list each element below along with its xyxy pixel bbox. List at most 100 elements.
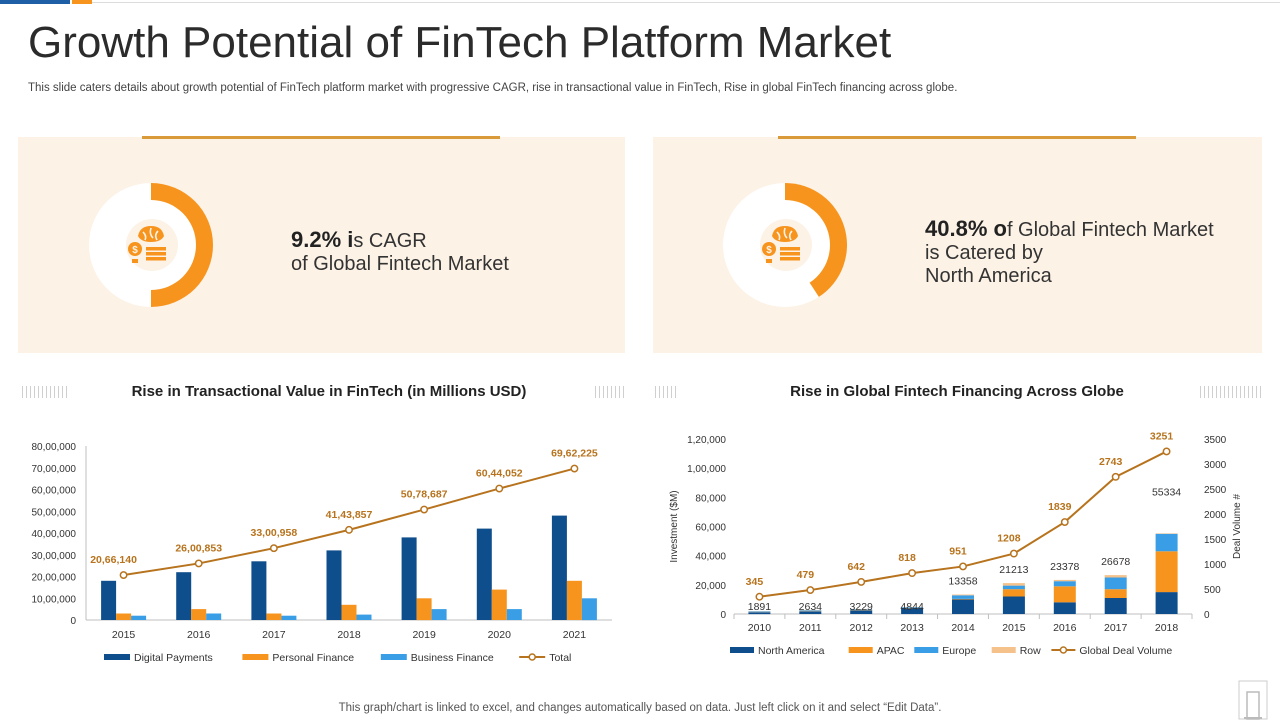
chart2-bar (952, 595, 974, 599)
chart2-stack-total: 26678 (1101, 556, 1130, 568)
chart2-legend-label: North America (758, 645, 825, 657)
chart2-bar (850, 610, 873, 614)
chart2-legend-label: Global Deal Volume (1079, 645, 1172, 657)
chart2-hatch-right (1200, 386, 1262, 398)
chart2-bar (901, 608, 924, 614)
chart2-x-tick: 2010 (748, 622, 772, 634)
chart1-legend-label: Personal Finance (272, 652, 354, 664)
money-brain-icon: $ (126, 219, 178, 271)
footer-note: This graph/chart is linked to excel, and… (338, 702, 942, 714)
svg-text:$: $ (132, 245, 138, 256)
cagr-card-accent (142, 136, 500, 139)
chart2-bar (1155, 592, 1178, 614)
chart2-y-tick: 60,000 (695, 523, 726, 534)
chart2-stack-total: 23378 (1050, 561, 1079, 573)
chart1-bar (401, 537, 417, 620)
chart2-y-tick: 80,000 (695, 493, 726, 504)
chart2-legend-label: APAC (877, 645, 905, 657)
chart1-y-tick: 50,00,000 (32, 507, 77, 518)
chart2-deal-point (857, 577, 866, 586)
chart1-y-tick: 40,00,000 (32, 529, 77, 540)
chart2-x-tick: 2015 (1002, 622, 1026, 634)
chart1-bar (581, 598, 597, 621)
chart2-bar (1104, 577, 1127, 590)
chart1-bar (251, 561, 267, 620)
chart1-x-tick: 2017 (262, 629, 286, 641)
chart1-title: Rise in Transactional Value in FinTech (… (131, 383, 527, 400)
chart1-legend-label: Business Finance (411, 652, 494, 664)
chart1-total-point (119, 571, 128, 580)
chart1-total-label: 60,44,052 (476, 468, 523, 480)
chart2-bar (1053, 579, 1076, 582)
market-share-card-accent (778, 136, 1136, 139)
chart2-x-tick: 2014 (951, 622, 975, 634)
chart1-total-point (570, 464, 579, 473)
money-brain-icon: $ (760, 219, 812, 271)
cagr-label: s CAGR (353, 230, 427, 252)
chart2-legend-swatch (848, 647, 873, 653)
chart1-y-tick: 0 (70, 616, 76, 627)
chart2-deal-point (806, 586, 815, 595)
chart2-deal-label: 951 (949, 545, 967, 557)
chart2-bar (1104, 589, 1127, 598)
chart2-deal-point (1060, 518, 1069, 527)
chart1-hatch-left (22, 386, 68, 398)
chart2-y2-label: Deal Volume # (1232, 494, 1243, 559)
chart2-y-tick: 40,000 (695, 552, 726, 563)
page-subtitle: This slide caters details about growth p… (28, 82, 958, 94)
chart1-x-tick: 2019 (412, 629, 436, 641)
market-share-line3: North America (925, 265, 1052, 287)
chart2-y-tick: 0 (720, 610, 726, 621)
chart2-x-tick: 2013 (900, 622, 924, 634)
chart2-bar (1155, 551, 1178, 593)
market-share-stat: 40.8% of Global Fintech Market is Catere… (925, 217, 1214, 288)
chart2-x-tick: 2018 (1155, 622, 1179, 634)
chart1-total-point (194, 559, 203, 568)
chart2-bar (1002, 596, 1025, 614)
chart2-bar (1002, 583, 1025, 586)
chart1-bar (431, 609, 447, 620)
chart2-stack-total: 3229 (850, 601, 874, 613)
chart2-y-tick: 1,20,000 (687, 435, 726, 446)
chart1-bar (491, 589, 507, 620)
svg-text:$: $ (766, 245, 772, 256)
chart1-total-point (420, 505, 429, 514)
chart1-total-point (269, 544, 278, 553)
chart1-bar (566, 580, 582, 620)
chart2-y2-tick: 1500 (1204, 535, 1227, 546)
chart2-deal-label: 1839 (1048, 501, 1072, 513)
chart2-deal-point (1009, 549, 1018, 558)
chart1-x-tick: 2015 (112, 629, 136, 641)
chart1-bar (341, 604, 357, 620)
chart2-deal-point (1162, 447, 1171, 456)
chart1-bar (356, 614, 372, 620)
chart2-bar (1053, 586, 1076, 603)
chart2-legend-label: Europe (942, 645, 976, 657)
chart2-x-tick: 2012 (850, 622, 874, 634)
top-accent-bar (0, 0, 1280, 4)
chart1-legend-label: Digital Payments (134, 652, 213, 664)
chart2-legend-swatch (730, 647, 754, 653)
chart2-hatch-left (655, 386, 677, 398)
chart1-y-tick: 70,00,000 (32, 464, 77, 475)
chart2-deal-label: 818 (898, 552, 916, 564)
chart1-hatch-right (595, 386, 627, 398)
chart1-total-label: 69,62,225 (551, 448, 598, 460)
chart2-bar (1053, 581, 1076, 587)
chart2-bar (799, 611, 822, 614)
chart1-total-label: 41,43,857 (326, 509, 373, 521)
chart1-x-tick: 2016 (187, 629, 211, 641)
chart1-bar (551, 515, 567, 620)
cagr-donut: $ (89, 183, 213, 307)
chart1-y-tick: 10,00,000 (32, 594, 77, 605)
cagr-line2: of Global Fintech Market (291, 253, 509, 275)
chart2-legend-swatch (914, 647, 939, 653)
chart2-deal-label: 642 (847, 561, 865, 573)
chart2-y2-tick: 500 (1204, 585, 1221, 596)
chart1-bar (206, 613, 222, 620)
chart2-bar (952, 599, 974, 614)
chart1-total-label: 33,00,958 (250, 527, 297, 539)
chart2-title: Rise in Global Fintech Financing Across … (790, 383, 1124, 400)
chart2-stack-total: 2634 (799, 601, 823, 613)
chart2-y2-tick: 0 (1204, 610, 1210, 621)
